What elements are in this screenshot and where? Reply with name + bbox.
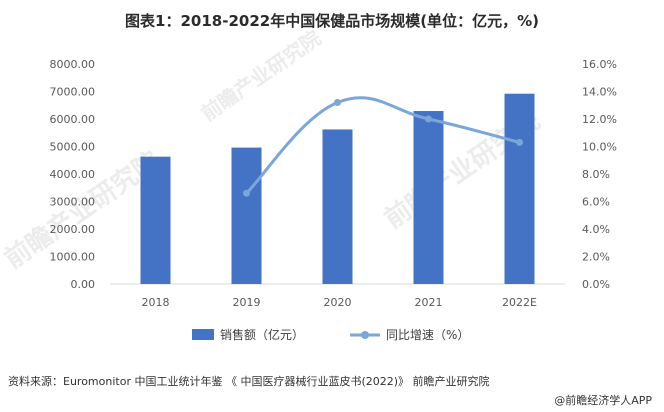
growth-line (245, 96, 520, 195)
x-axis: 2018 2019 2020 2021 2022E (142, 296, 538, 309)
bar (140, 156, 171, 284)
source-note: 资料来源：Euromonitor 中国工业统计年鉴 《 中国医疗器械行业蓝皮书(… (8, 375, 490, 388)
bar (322, 129, 353, 284)
x-tick-label: 2018 (142, 296, 170, 309)
legend-line-label: 同比增速（%） (386, 328, 469, 342)
left-tick-label: 8000.00 (50, 58, 96, 71)
chart-title: 图表1：2018-2022年中国保健品市场规模(单位：亿元，%) (125, 12, 539, 30)
right-tick-label: 16.0% (582, 58, 617, 71)
line-point (334, 99, 341, 106)
left-axis: 0.00 1000.00 2000.00 3000.00 4000.00 5000.00 6… (50, 58, 96, 291)
bar (504, 93, 535, 284)
right-tick-label: 4.0% (582, 223, 610, 236)
bar (413, 111, 444, 285)
legend-bar-swatch (192, 329, 214, 340)
right-tick-label: 6.0% (582, 196, 610, 209)
left-tick-label: 3000.00 (50, 196, 96, 209)
left-tick-label: 6000.00 (50, 113, 96, 126)
right-tick-label: 14.0% (582, 86, 617, 99)
line-series (243, 96, 523, 197)
left-tick-label: 1000.00 (50, 251, 96, 264)
right-tick-label: 0.0% (582, 278, 610, 291)
x-tick-label: 2022E (502, 296, 537, 309)
x-tick-label: 2020 (324, 296, 352, 309)
credit-note: @前瞻经济学人APP (554, 394, 652, 407)
x-tick-label: 2021 (415, 296, 443, 309)
line-point (243, 189, 250, 197)
right-axis: 0.0% 2.0% 4.0% 6.0% 8.0% 10.0% 12.0% 14.0% 16.0% (582, 58, 617, 291)
left-tick-label: 5000.00 (50, 141, 96, 154)
line-point (425, 115, 432, 123)
left-tick-label: 4000.00 (50, 168, 96, 181)
left-tick-label: 7000.00 (50, 86, 96, 99)
legend: 销售额（亿元） 同比增速（%） (192, 327, 469, 342)
left-tick-label: 2000.00 (50, 223, 96, 236)
legend-line-marker (361, 331, 369, 339)
legend-bar-label: 销售额（亿元） (220, 327, 304, 342)
right-tick-label: 12.0% (582, 113, 617, 126)
bar-series (140, 93, 535, 285)
left-tick-label: 0.00 (71, 278, 96, 291)
right-tick-label: 8.0% (582, 168, 610, 181)
x-tick-label: 2019 (233, 296, 261, 309)
right-tick-label: 2.0% (582, 251, 610, 264)
line-point (516, 138, 523, 146)
right-tick-label: 10.0% (582, 141, 617, 154)
bar (231, 147, 262, 284)
